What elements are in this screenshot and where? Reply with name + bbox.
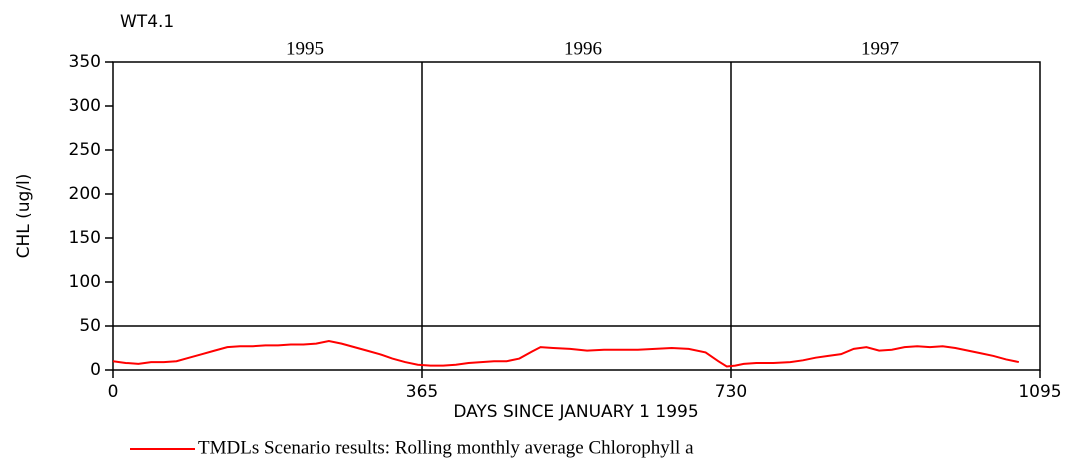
x-tick-label: 0: [108, 382, 119, 402]
plot-frame: [112, 61, 1041, 371]
y-tick-label: 50: [79, 316, 101, 336]
x-tick-label: 730: [715, 382, 747, 402]
legend-label: TMDLs Scenario results: Rolling monthly …: [198, 437, 694, 458]
year-label: 1997: [861, 38, 899, 59]
y-tick-label: 250: [69, 140, 101, 160]
y-tick-label: 200: [69, 184, 101, 204]
x-tick-label: 365: [406, 382, 438, 402]
x-tick-label: 1095: [1018, 382, 1061, 402]
y-tick-label: 300: [69, 96, 101, 116]
y-axis-label: CHL (ug/l): [14, 174, 34, 259]
y-tick-label: 150: [69, 228, 101, 248]
data-line: [112, 339, 1020, 368]
year-label: 1995: [286, 38, 324, 59]
y-tick-label: 350: [69, 52, 101, 72]
chart-title: WT4.1: [120, 12, 174, 32]
y-tick-label: 0: [90, 360, 101, 380]
year-label: 1996: [564, 38, 602, 59]
x-axis-label: DAYS SINCE JANUARY 1 1995: [453, 402, 698, 422]
y-tick-label: 100: [69, 272, 101, 292]
